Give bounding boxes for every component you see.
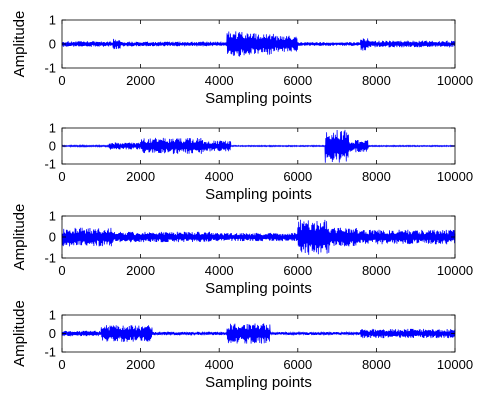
- x-axis-label: Sampling points: [205, 90, 312, 107]
- x-tick-label: 8000: [362, 263, 391, 278]
- x-tick-label: 0: [58, 73, 65, 88]
- x-tick-label: 2000: [126, 73, 155, 88]
- x-tick-label: 10000: [437, 169, 473, 184]
- signal-line: [61, 31, 456, 57]
- x-tick-label: 10000: [437, 357, 473, 372]
- x-axis-label: Sampling points: [205, 374, 312, 391]
- y-axis-label: Amplitude: [11, 11, 28, 78]
- x-tick-label: 6000: [283, 73, 312, 88]
- x-tick-label: 0: [58, 169, 65, 184]
- y-tick-label: 1: [49, 308, 56, 323]
- x-tick-label: 8000: [362, 73, 391, 88]
- x-tick-label: 6000: [283, 169, 312, 184]
- x-tick-label: 2000: [126, 263, 155, 278]
- x-tick-label: 6000: [283, 263, 312, 278]
- x-tick-label: 8000: [362, 357, 391, 372]
- y-axis-label: Amplitude: [11, 204, 28, 271]
- x-tick-label: 2000: [126, 169, 155, 184]
- x-axis-label: Sampling points: [205, 280, 312, 297]
- x-tick-label: 4000: [205, 263, 234, 278]
- x-tick-label: 10000: [437, 263, 473, 278]
- y-tick-label: -1: [44, 61, 56, 76]
- x-tick-label: 4000: [205, 357, 234, 372]
- x-tick-label: 4000: [205, 73, 234, 88]
- x-tick-label: 6000: [283, 357, 312, 372]
- y-tick-label: 0: [49, 37, 56, 52]
- y-tick-label: 1: [49, 121, 56, 136]
- y-tick-label: -1: [44, 345, 56, 360]
- x-tick-label: 4000: [205, 169, 234, 184]
- x-axis-label: Sampling points: [205, 186, 312, 203]
- x-tick-label: 0: [58, 357, 65, 372]
- x-tick-label: 0: [58, 263, 65, 278]
- signal-line: [61, 323, 456, 344]
- y-tick-label: 1: [49, 209, 56, 224]
- y-tick-label: 0: [49, 230, 56, 245]
- x-tick-label: 8000: [362, 169, 391, 184]
- x-tick-label: 2000: [126, 357, 155, 372]
- y-axis-label: Amplitude: [11, 300, 28, 367]
- signal-line: [61, 219, 456, 255]
- signal-line: [61, 129, 456, 163]
- x-tick-label: 10000: [437, 73, 473, 88]
- y-tick-label: -1: [44, 251, 56, 266]
- y-tick-label: 0: [49, 326, 56, 341]
- y-tick-label: 1: [49, 13, 56, 28]
- y-tick-label: 0: [49, 139, 56, 154]
- y-tick-label: -1: [44, 157, 56, 172]
